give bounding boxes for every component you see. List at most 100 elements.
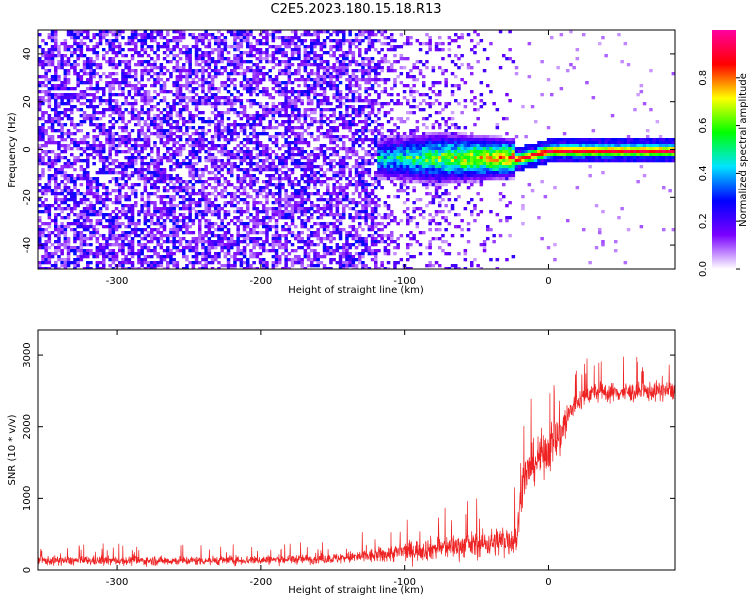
spectrogram-cell (287, 144, 292, 148)
spectrogram-cell (284, 234, 288, 238)
spectrogram-cell (198, 135, 202, 139)
spectrogram-cell (354, 111, 359, 115)
spectrogram-cell (255, 168, 260, 172)
spectrogram-cell (114, 183, 119, 187)
spectrogram-cell (102, 150, 106, 154)
spectrogram-cell (63, 228, 68, 232)
spectrogram-cell (348, 81, 352, 85)
spectrogram-cell (191, 192, 196, 196)
spectrogram-cell (134, 45, 138, 49)
spectrogram-cell (262, 114, 266, 118)
spectrogram-cell (255, 102, 260, 106)
spectrogram-cell (284, 96, 288, 100)
spectrogram-cell (50, 189, 55, 193)
spectrogram-cell (38, 159, 42, 163)
spectrogram-cell (351, 183, 356, 187)
spectrogram-cell (306, 141, 311, 145)
spectrogram-cell (130, 54, 135, 58)
spectrogram-cell (303, 63, 308, 67)
spectrogram-cell (364, 138, 368, 142)
spectrogram-cell (258, 219, 263, 223)
spectrogram-cell (102, 255, 106, 259)
spectrogram-cell (140, 144, 144, 148)
spectrogram-cell (41, 228, 45, 232)
spectrogram-cell (342, 36, 346, 40)
spectrogram-cell (169, 135, 173, 139)
spectrogram-cell (188, 60, 192, 64)
spectrogram-cell (134, 201, 138, 205)
spectrogram-cell (313, 153, 317, 157)
spectrogram-cell (124, 66, 128, 70)
spectrogram-cell (332, 228, 336, 232)
spectrogram-cell (175, 75, 180, 79)
spectrogram-cell (162, 213, 167, 217)
spectrogram-cell (38, 75, 42, 79)
spectrogram-cell (322, 255, 327, 259)
spectrogram-cell (220, 153, 224, 157)
spectrogram-cell (172, 45, 176, 49)
spectrogram-cell (73, 258, 77, 262)
spectrogram-cell (86, 180, 90, 184)
spectrogram-cell (364, 30, 368, 34)
spectrogram-cell (300, 150, 304, 154)
spectrogram-cell (63, 162, 68, 166)
spectrogram-cell (188, 135, 192, 139)
spectrogram-cell (70, 210, 74, 214)
spectrogram-cell (271, 39, 276, 43)
spectrogram-cell (242, 261, 247, 265)
spectrogram-cell (313, 72, 317, 76)
spectrogram-cell (297, 237, 301, 241)
spectrogram-cell (66, 135, 71, 139)
spectrogram-cell (316, 207, 320, 211)
spectrogram-cell (354, 81, 359, 85)
spectrogram-cell (274, 264, 279, 268)
spectrogram-cell (185, 204, 189, 208)
spectrogram-cell (252, 240, 256, 244)
spectrogram-cell (303, 66, 308, 70)
spectrogram-cell (38, 225, 42, 229)
spectrogram-cell (191, 168, 196, 172)
spectrogram-cell (82, 213, 87, 217)
spectrogram-cell (351, 57, 356, 61)
spectrogram-cell (300, 93, 304, 97)
spectrogram-cell (114, 216, 119, 220)
spectrogram-cell (127, 249, 132, 253)
spectrogram-cell (265, 168, 269, 172)
spectrogram-cell (102, 246, 106, 250)
spectrogram-cell (146, 261, 151, 265)
spectrogram-cell (185, 60, 189, 64)
spectrogram-cell (60, 57, 64, 61)
spectrogram-cell (111, 33, 116, 37)
spectrogram-cell (268, 108, 272, 112)
spectrogram-cell (73, 51, 77, 55)
spectrogram-cell (300, 231, 304, 235)
spectrogram-cell (322, 210, 327, 214)
spectrogram-cell (329, 75, 333, 79)
spectrogram-cell (124, 42, 128, 46)
spectrogram-cell (60, 258, 64, 262)
spectrogram-cell (38, 33, 42, 37)
spectrogram-cell (252, 120, 256, 124)
spectrogram-cell (351, 219, 356, 223)
spectrogram-cell (50, 39, 55, 43)
spectrogram-cell (214, 132, 218, 136)
spectrogram-cell (188, 204, 192, 208)
spectrogram-cell (303, 54, 308, 58)
spectrogram-cell (313, 51, 317, 55)
spectrogram-cell (242, 192, 247, 196)
spectrogram-cell (262, 207, 266, 211)
spectrogram-cell (364, 195, 368, 199)
spectrogram-cell (178, 144, 183, 148)
spectrogram-cell (169, 252, 173, 256)
spectrogram-cell (271, 54, 276, 58)
spectrogram-cell (82, 69, 87, 73)
spectrogram-cell (364, 51, 368, 55)
spectrogram-cell (143, 210, 148, 214)
spectrogram-cell (178, 183, 183, 187)
spectrogram-cell (361, 210, 365, 214)
spectrogram-cell (252, 156, 256, 160)
spectrogram-cell (54, 120, 58, 124)
spectrogram-cell (358, 180, 362, 184)
spectrogram-cell (367, 72, 372, 76)
spectrogram-cell (198, 36, 202, 40)
